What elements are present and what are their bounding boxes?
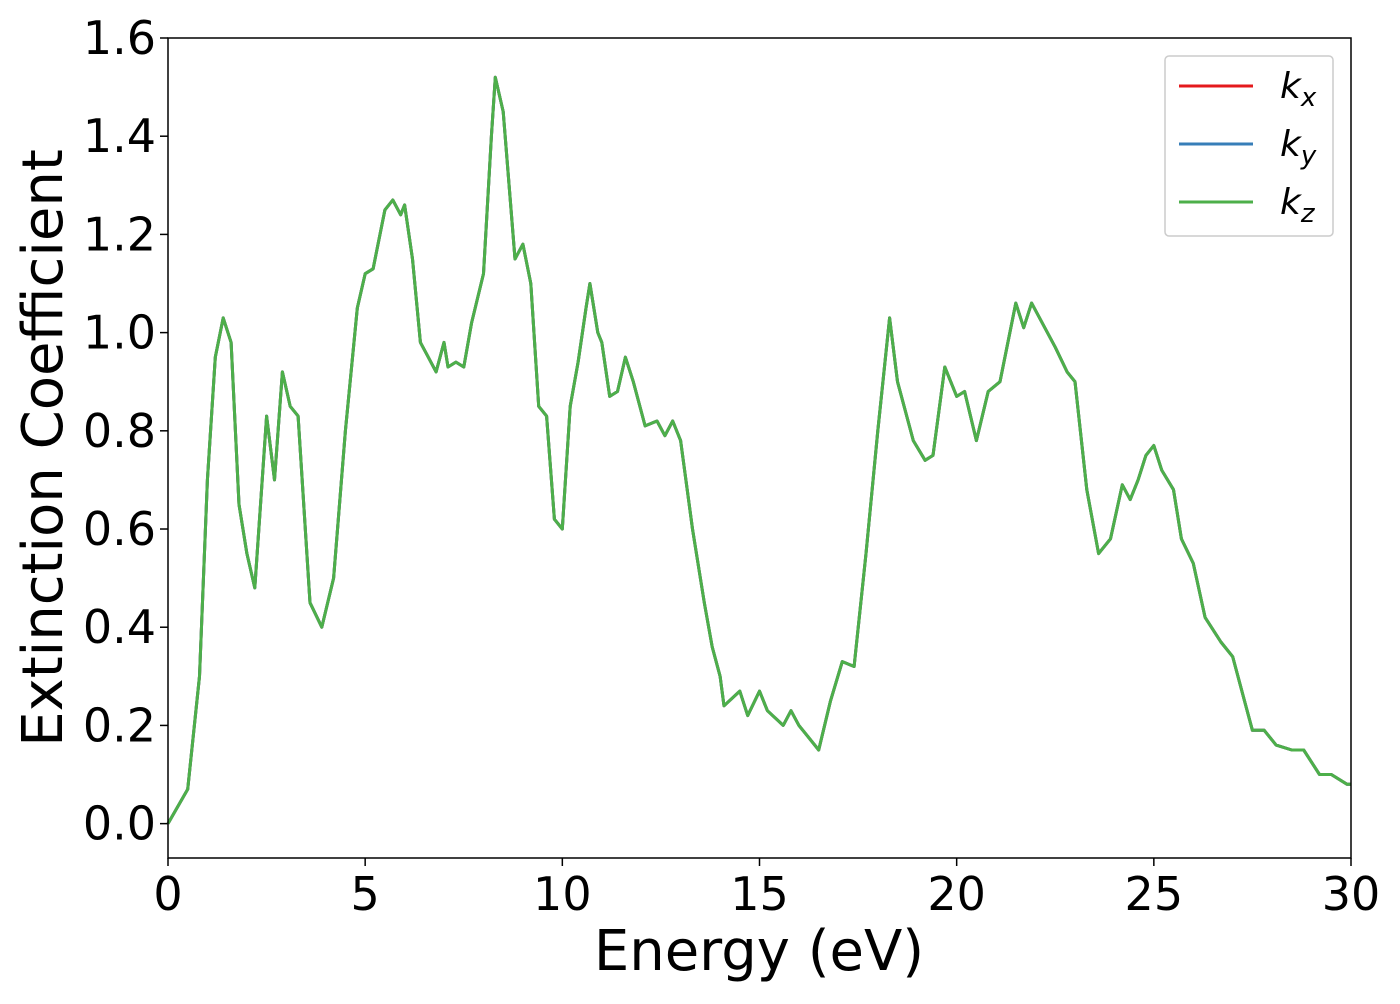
x-tick-label: 0 — [153, 867, 182, 921]
y-axis-label: Extinction Coefficient — [11, 149, 76, 747]
legend-box — [1164, 55, 1334, 237]
x-axis-label: Energy (eV) — [594, 919, 924, 984]
series-line — [166, 75, 1351, 825]
plot-frame — [167, 37, 1352, 859]
y-tick-label: 0.2 — [83, 698, 156, 752]
legend: kx ky kz — [1164, 55, 1334, 237]
y-tick-label: 0.4 — [83, 600, 156, 654]
y-tick-label: 0.0 — [83, 797, 156, 851]
x-tick-label: 30 — [1322, 867, 1381, 921]
y-tick-label: 1.6 — [83, 11, 156, 65]
legend-label: ky — [1280, 124, 1317, 171]
x-tick-label: 10 — [533, 867, 592, 921]
x-tick-label: 20 — [927, 867, 986, 921]
x-tick-label: 15 — [730, 867, 789, 921]
x-tick-label: 25 — [1125, 867, 1184, 921]
legend-label: kz — [1280, 182, 1316, 229]
y-tick-label: 1.4 — [83, 109, 156, 163]
y-tick-label: 1.2 — [83, 207, 156, 261]
y-tick-label: 0.6 — [83, 502, 156, 556]
x-tick-label: 5 — [351, 867, 380, 921]
y-tick-label: 0.8 — [83, 404, 156, 458]
y-tick-label: 1.0 — [83, 306, 156, 360]
legend-label: kx — [1280, 66, 1317, 113]
